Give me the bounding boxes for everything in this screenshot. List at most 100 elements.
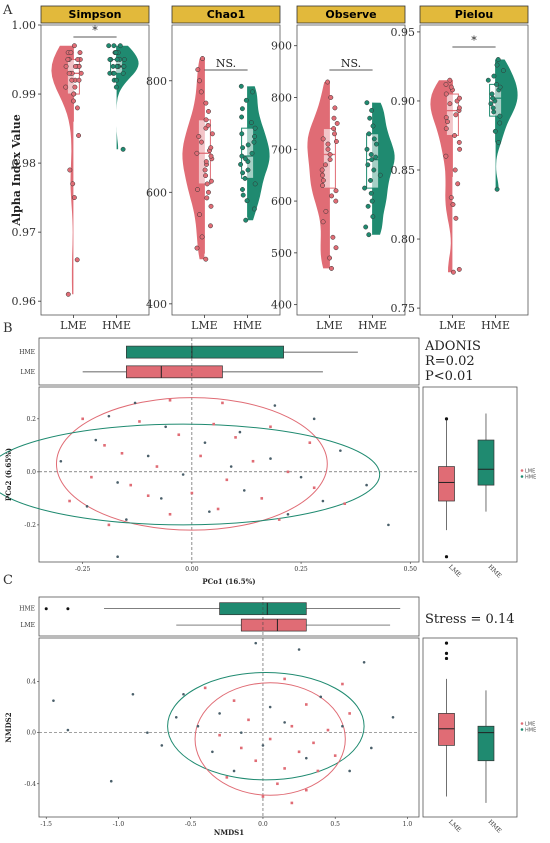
data-point-lme [448,195,454,201]
y-tick-label: 0.98 [12,157,37,170]
scatter-point-lme [212,422,216,426]
data-point-lme [198,89,204,95]
scatter-point-lme [276,782,279,786]
scatter-point-hme [66,728,70,732]
data-point-lme [333,139,339,144]
side-box-lme [438,713,455,746]
scatter-point-hme [254,641,258,645]
scatter-point-hme [116,481,119,484]
top-box-hme [126,345,284,359]
x-tick-label: LME [439,319,466,332]
data-point-lme [203,256,209,262]
significance-label: NS. [341,57,361,70]
data-point-hme [117,43,123,49]
scatter-point-hme [52,699,55,702]
scatter-point-lme [247,718,250,722]
x-tick-label: LME [191,319,218,332]
side-box-outlier [444,656,449,661]
y-tick-label: -0.4 [24,781,36,788]
data-point-hme [494,186,500,192]
data-point-lme [453,112,459,118]
scatter-point-hme [232,769,236,773]
scatter-point-hme [94,438,98,442]
data-point-lme [320,136,326,142]
data-point-hme [114,57,120,62]
data-point-hme [371,136,377,142]
scatter-point-hme [299,475,303,479]
y-tick-label: 0.4 [26,678,36,685]
data-point-hme [111,70,117,76]
top-boxplot-frame [38,337,420,386]
data-point-hme [489,91,495,97]
scatter-point-lme [168,398,172,402]
data-point-hme [238,161,244,167]
data-point-hme [365,203,371,209]
x-tick-label: HME [102,319,131,332]
scatter-point-hme [286,512,290,516]
side-box-lme [438,466,455,502]
data-point-lme [447,101,453,107]
data-point-hme [249,150,255,156]
data-point-hme [251,206,257,212]
strip-pielou [419,5,529,24]
scatter-point-lme [316,769,320,773]
x-tick-label: LME [60,319,87,332]
data-point-hme [252,181,258,187]
data-point-lme [65,57,71,62]
data-point-lme [329,265,334,271]
data-point-lme [76,77,82,83]
scatter-point-hme [218,712,221,715]
panel-frame [296,24,406,316]
data-point-lme [203,173,209,179]
scatter-point-hme [370,746,373,750]
side-boxplot-frame [422,637,518,818]
data-point-lme [443,153,449,159]
x-axis-title: PCo1 (16.5%) [202,577,255,586]
top-box-outlier [66,607,70,611]
data-point-lme [319,167,325,173]
data-point-hme [239,153,245,159]
data-point-lme [447,77,453,83]
confidence-ellipse-lme [194,682,346,796]
strip-chao1 [171,5,281,24]
alpha-y-axis-title: Alpha Index Value [10,114,23,226]
data-point-hme [367,115,373,121]
side-box-label: LME [447,818,462,833]
data-point-lme [204,195,210,201]
data-point-lme [66,70,72,76]
data-point-hme [491,73,497,79]
x-tick-label: 0.50 [404,566,418,573]
data-point-hme [496,139,501,145]
data-point-lme [450,269,456,275]
data-point-hme [491,109,497,115]
data-point-hme [494,81,499,87]
data-point-hme [243,97,249,103]
y-tick-label: 0.90 [391,95,416,108]
significance-label: NS. [216,57,236,70]
data-point-hme [368,190,374,196]
data-point-hme [366,232,372,238]
data-point-hme [369,157,375,163]
data-point-lme [320,183,326,188]
x-tick-label: -0.25 [75,566,91,573]
y-tick-label: 0.99 [12,88,37,101]
y-tick-label: 0.97 [12,226,37,239]
scatter-point-hme [273,404,277,407]
top-boxplot-frame [38,596,420,637]
x-tick-label: -1.0 [113,821,125,828]
scatter-point-lme [225,776,229,779]
scatter-point-hme [133,401,137,405]
x-tick-label: 0.00 [185,566,199,573]
data-point-hme [488,101,494,107]
data-point-hme [238,83,244,89]
scatter-point-lme [312,741,315,745]
strip-label: Chao1 [207,8,246,21]
side-box-label: LME [447,563,462,578]
scatter-point-lme [254,759,258,763]
scatter-point-hme [164,425,167,429]
scatter-point-hme [174,715,178,719]
y-tick-label: 0.95 [391,26,416,39]
significance-label: * [471,34,477,47]
data-point-hme [240,192,246,198]
